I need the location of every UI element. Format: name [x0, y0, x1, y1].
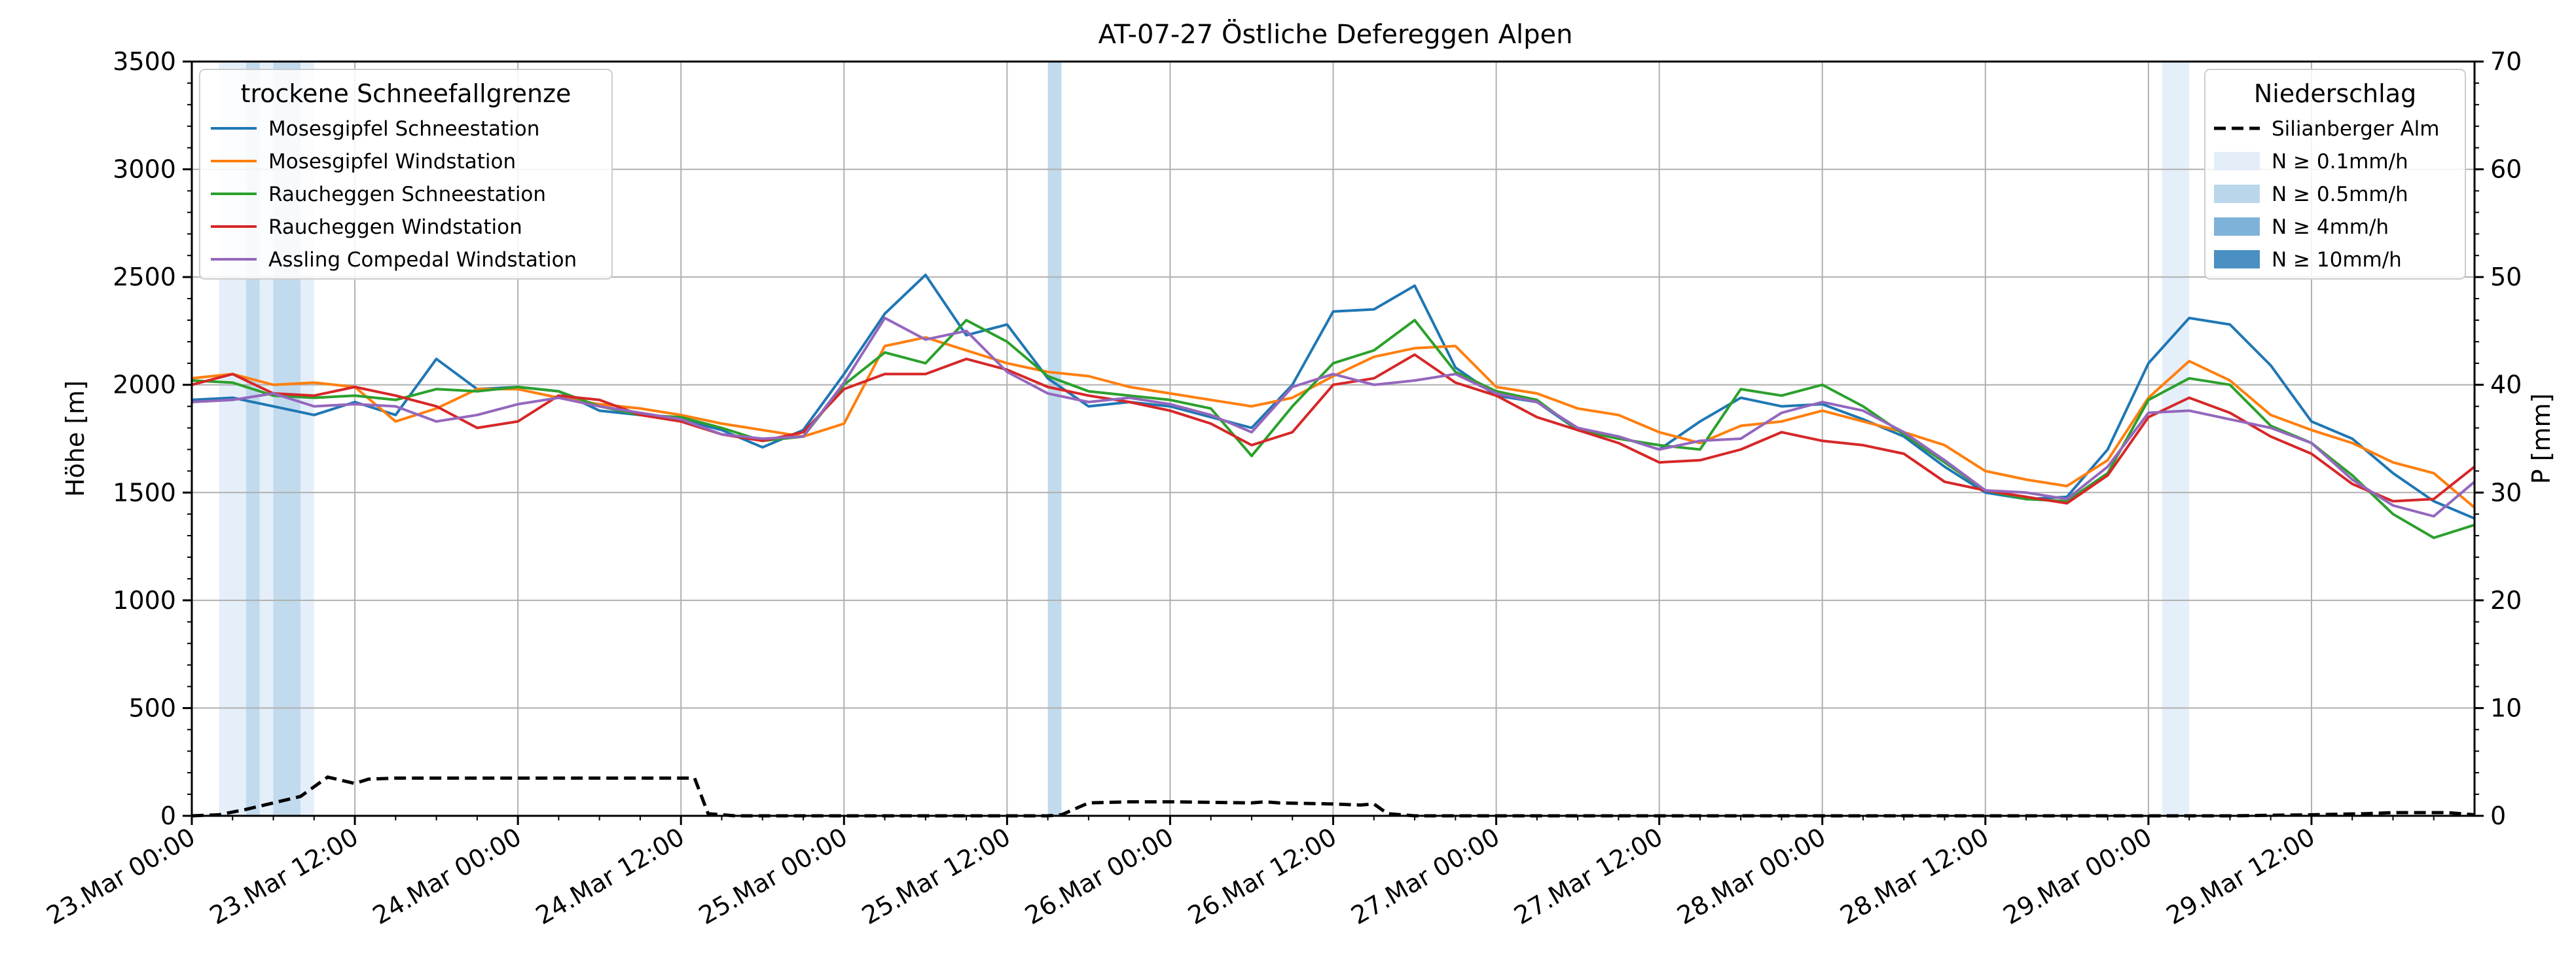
- legend-swatch: [2214, 152, 2260, 170]
- legend-label: Raucheggen Windstation: [268, 215, 522, 239]
- y-tick-label-left: 3500: [113, 47, 176, 76]
- legend-label: N ≥ 10mm/h: [2272, 248, 2402, 272]
- chart-title: AT-07-27 Östliche Defereggen Alpen: [1098, 18, 1573, 50]
- x-tick-label: 29.Mar 12:00: [2162, 822, 2320, 930]
- snowline-series: [191, 273, 2476, 540]
- legend-precip-title: Niederschlag: [2254, 79, 2416, 108]
- y-tick-label-right: 30: [2490, 478, 2522, 507]
- legend-swatch: [2214, 217, 2260, 236]
- series-line: [191, 353, 2476, 505]
- legend-snowline: trockene Schneefallgrenze Mosesgipfel Sc…: [199, 69, 613, 280]
- y-tick-label-left: 2500: [113, 263, 176, 291]
- y-tick-label-left: 2000: [113, 371, 176, 399]
- y-tick-label-right: 20: [2490, 586, 2522, 615]
- x-tick-label: 27.Mar 12:00: [1509, 822, 1667, 930]
- legend-snowline-title: trockene Schneefallgrenze: [241, 79, 571, 108]
- x-tick-label: 28.Mar 00:00: [1672, 822, 1830, 930]
- x-tick-label: 23.Mar 12:00: [205, 822, 363, 930]
- legend-precip: Niederschlag Silianberger Alm N ≥ 0.1mm/h…: [2204, 69, 2466, 280]
- x-tick-label: 27.Mar 00:00: [1346, 822, 1504, 930]
- x-tick-label: 25.Mar 00:00: [694, 822, 852, 930]
- y-tick-label-right: 0: [2490, 801, 2506, 830]
- y-axis-right: 0 10 20 30 40 50 60 70: [2475, 47, 2522, 830]
- precip-band: [2162, 62, 2190, 816]
- legend-label: Silianberger Alm: [2272, 117, 2439, 141]
- legend-snowline-frame: [199, 69, 613, 280]
- legend-label: Assling Compedal Windstation: [268, 248, 577, 272]
- legend-swatch: [2214, 185, 2260, 203]
- x-axis: 23.Mar 00:00 23.Mar 12:00 24.Mar 00:00 24.M…: [42, 816, 2435, 930]
- legend-precip-frame: [2204, 69, 2466, 280]
- x-tick-label: 26.Mar 00:00: [1020, 822, 1178, 930]
- legend-label: N ≥ 0.1mm/h: [2272, 150, 2408, 174]
- legend-label: N ≥ 4mm/h: [2272, 215, 2389, 239]
- x-tick-label: 28.Mar 12:00: [1836, 822, 1994, 930]
- y-axis-left: 0 500 1000 1500 2000 2500 3000 3500: [113, 47, 192, 830]
- y-axis-label-left: Höhe [m]: [61, 380, 90, 497]
- y-tick-label-right: 70: [2490, 47, 2522, 76]
- y-tick-label-right: 50: [2490, 263, 2522, 291]
- legend-swatch: [2214, 250, 2260, 268]
- legend-label: Mosesgipfel Schneestation: [268, 117, 539, 141]
- y-axis-label-right: P [mm]: [2527, 394, 2556, 485]
- x-tick-label: 24.Mar 12:00: [531, 822, 689, 930]
- legend-label: Mosesgipfel Windstation: [268, 150, 516, 174]
- y-tick-label-left: 0: [160, 801, 176, 830]
- y-tick-label-right: 40: [2490, 371, 2522, 399]
- x-tick-label: 23.Mar 00:00: [42, 822, 200, 930]
- x-tick-label: 29.Mar 00:00: [1999, 822, 2157, 930]
- x-tick-label: 26.Mar 12:00: [1183, 822, 1341, 930]
- y-tick-label-left: 1000: [113, 586, 176, 615]
- x-tick-label: 25.Mar 12:00: [857, 822, 1015, 930]
- y-tick-label-left: 3000: [113, 155, 176, 184]
- y-tick-label-left: 1500: [113, 478, 176, 507]
- series-line: [191, 316, 2476, 518]
- legend-label: N ≥ 0.5mm/h: [2272, 183, 2408, 206]
- precip-band: [1047, 62, 1062, 816]
- legend-label: Raucheggen Schneestation: [268, 183, 546, 206]
- y-tick-label-right: 60: [2490, 155, 2522, 184]
- y-tick-label-right: 10: [2490, 693, 2522, 722]
- y-tick-label-left: 500: [128, 693, 176, 722]
- x-tick-label: 24.Mar 00:00: [368, 822, 526, 930]
